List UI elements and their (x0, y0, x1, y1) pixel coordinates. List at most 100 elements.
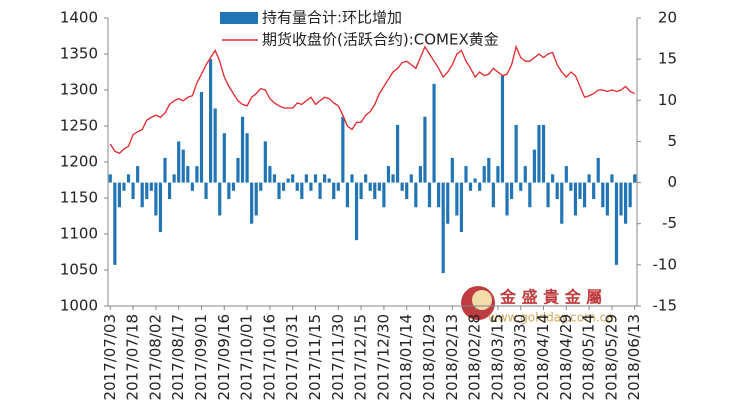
x-tick-label: 2017/11/15 (306, 314, 324, 400)
bar (560, 182, 564, 224)
y2-tick-label: 0 (667, 173, 677, 191)
x-tick-label: 2017/10/01 (238, 314, 256, 400)
bar (231, 182, 236, 191)
y2-tick-label: 20 (658, 9, 677, 27)
bar (199, 92, 204, 183)
x-tick-label: 2018/06/13 (625, 314, 643, 400)
bar (523, 166, 527, 183)
bar (459, 182, 464, 232)
line (109, 44, 635, 155)
bar (564, 166, 568, 183)
bar (382, 182, 386, 208)
bar (272, 174, 277, 183)
x-tick-label: 2018/04/14 (534, 314, 552, 400)
bar (432, 83, 436, 183)
bar (528, 182, 532, 208)
bar (596, 157, 600, 183)
bar (309, 182, 313, 191)
bar (163, 157, 167, 183)
bar (610, 174, 614, 183)
bar (455, 182, 459, 216)
bar (532, 149, 536, 183)
x-tick-label: 2017/07/03 (101, 314, 119, 400)
x-tick-label: 2018/03/30 (511, 314, 529, 400)
bar (300, 182, 304, 200)
x-tick-label: 2018/01/29 (420, 314, 438, 400)
bar (136, 166, 140, 183)
watermark: 金 盛 貴 金 屬 www.goldday.com.cn (461, 286, 614, 325)
bar (578, 182, 582, 200)
bar (628, 182, 632, 208)
x-tick-label: 2017/08/02 (146, 314, 164, 400)
legend-label: 持有量合计:环比增加 (262, 9, 402, 27)
bar (409, 174, 413, 183)
bar (414, 182, 418, 208)
x-tick-label: 2018/05/29 (602, 314, 620, 400)
y-tick-label: 1250 (60, 117, 98, 135)
y2-tick-label: -5 (662, 214, 677, 232)
x-tick-label: 2018/04/29 (557, 314, 575, 400)
bar (487, 157, 491, 183)
bar (167, 182, 172, 200)
bar (546, 182, 550, 208)
bar (509, 182, 514, 200)
x-tick-label: 2017/09/16 (215, 314, 233, 400)
bar (291, 174, 295, 183)
bar (491, 182, 495, 208)
bar (332, 182, 336, 200)
bar (473, 178, 477, 183)
bar (500, 75, 505, 183)
y2-tick-label: 10 (658, 91, 677, 109)
y-tick-label: 1300 (60, 81, 98, 99)
bar (427, 182, 432, 208)
watermark-url: www.goldday.com.cn (488, 311, 614, 325)
watermark-brand: 金 盛 貴 金 屬 (499, 288, 602, 307)
bar (377, 182, 381, 191)
bar (281, 182, 286, 191)
y-tick-label: 1050 (60, 261, 98, 279)
bar (573, 182, 578, 216)
bar (318, 182, 322, 200)
bar (624, 182, 628, 224)
bar (158, 182, 163, 232)
legend-swatch-bar (220, 12, 258, 24)
y-tick-label: 1350 (60, 45, 98, 63)
bar (537, 124, 541, 183)
x-tick-label: 2018/05/14 (580, 314, 598, 400)
bar (186, 166, 190, 183)
bar (263, 141, 267, 183)
bar (386, 166, 391, 183)
bar (605, 182, 609, 216)
y2-tick-label: -10 (653, 255, 678, 273)
x-tick-label: 2018/03/15 (488, 314, 506, 400)
bar (190, 182, 194, 191)
bar (122, 182, 126, 191)
bar (218, 182, 222, 216)
bar (619, 182, 623, 216)
bar (555, 182, 559, 200)
bar (446, 182, 450, 224)
bar (240, 116, 245, 183)
y2-tick-label: 15 (658, 50, 677, 68)
bar (313, 174, 318, 183)
bar (441, 182, 445, 274)
x-tick-label: 2017/10/16 (260, 314, 278, 400)
bar (437, 182, 441, 208)
y-tick-label: 1400 (60, 9, 98, 27)
y-tick-label: 1150 (60, 189, 98, 207)
bar (268, 166, 272, 183)
bar (350, 174, 354, 183)
y2-tick-label: 5 (667, 132, 677, 150)
bar (145, 182, 149, 200)
bar (614, 182, 619, 265)
bar (172, 174, 176, 183)
bar (286, 178, 290, 183)
bar (323, 174, 327, 183)
bar (423, 116, 427, 183)
bar (354, 182, 359, 241)
bar (222, 133, 226, 183)
bar (551, 174, 555, 183)
bar (592, 182, 596, 200)
x-tick-label: 2018/01/14 (397, 314, 415, 400)
